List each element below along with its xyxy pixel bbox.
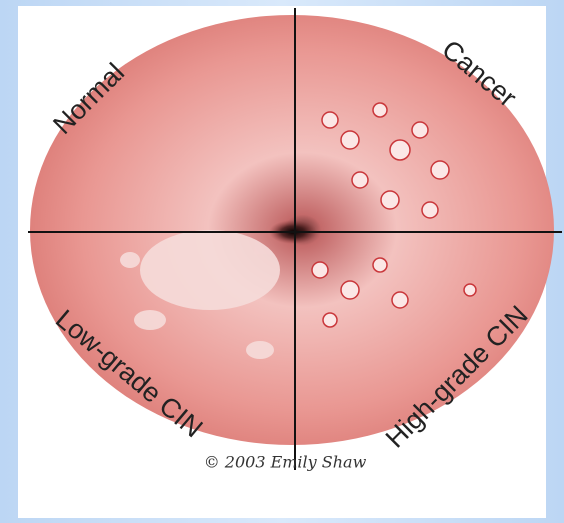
signature: © 2003 Emily Shaw (204, 453, 367, 472)
lowgrade-texture (120, 230, 280, 359)
lesion-texture (311, 102, 477, 328)
